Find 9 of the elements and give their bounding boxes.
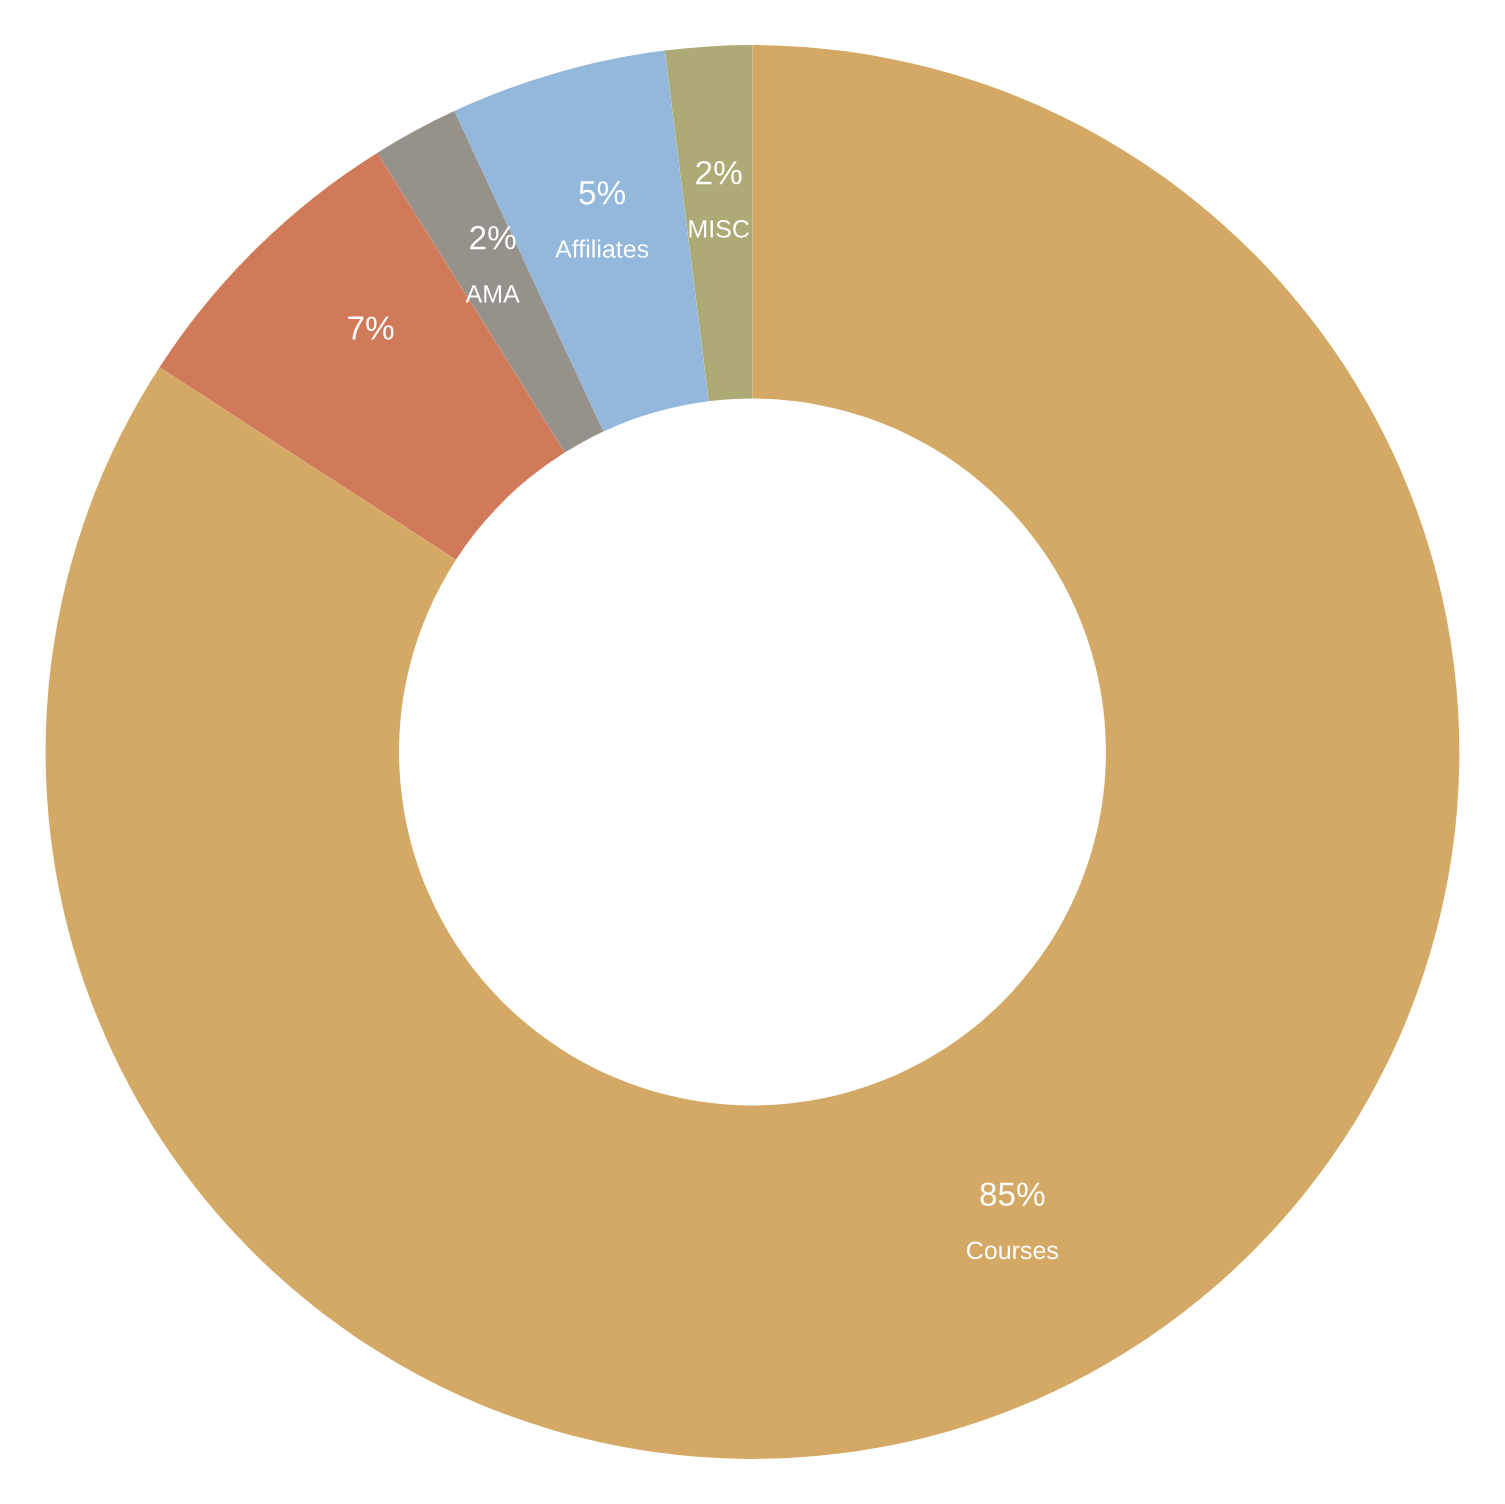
slice-label: MISC bbox=[689, 220, 749, 238]
slice-label: Courses bbox=[967, 1241, 1058, 1260]
data-label: 5% bbox=[579, 181, 626, 205]
data-label: 2% bbox=[696, 160, 742, 185]
data-label: 2% bbox=[470, 225, 516, 250]
slice-label: Affiliates bbox=[555, 239, 649, 258]
data-label: 85% bbox=[980, 1182, 1045, 1207]
slice-label: AMA bbox=[465, 285, 520, 303]
data-label: 7% bbox=[348, 316, 394, 340]
